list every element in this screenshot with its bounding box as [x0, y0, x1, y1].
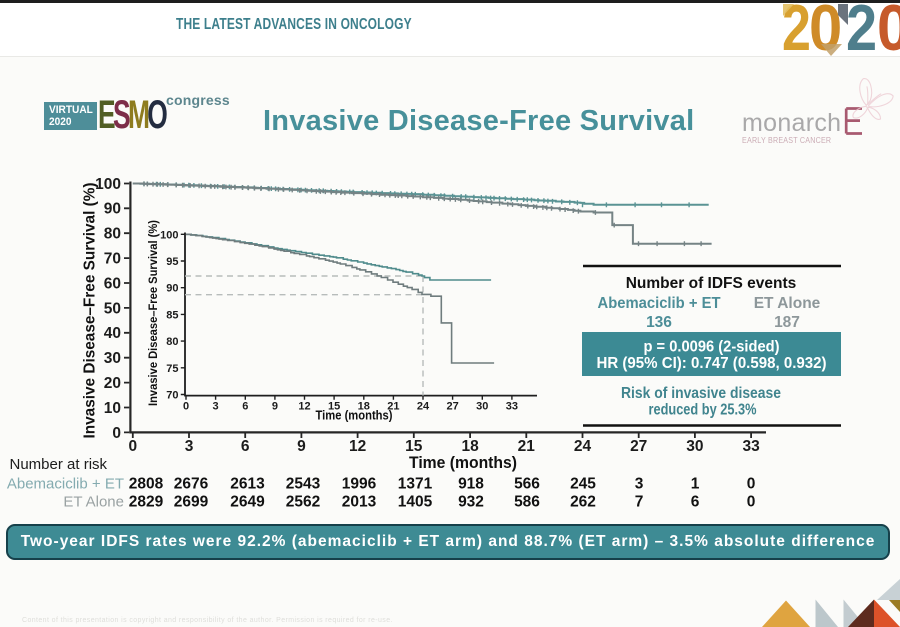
svg-text:9: 9	[297, 438, 306, 455]
svg-text:40: 40	[104, 325, 121, 342]
svg-text:95: 95	[166, 256, 178, 268]
svg-text:33: 33	[742, 438, 760, 455]
svg-text:0: 0	[747, 476, 756, 493]
svg-text:85: 85	[166, 309, 178, 321]
svg-text:6: 6	[241, 438, 250, 455]
svg-text:24: 24	[574, 438, 592, 455]
svg-text:2613: 2613	[230, 476, 265, 493]
svg-text:30: 30	[686, 438, 703, 455]
svg-text:HR (95% CI): 0.747 (0.598, 0.9: HR (95% CI): 0.747 (0.598, 0.932)	[597, 355, 827, 372]
svg-text:90: 90	[166, 283, 178, 295]
svg-text:Time (months): Time (months)	[409, 454, 517, 472]
svg-text:ET Alone: ET Alone	[63, 494, 124, 511]
svg-text:0: 0	[112, 425, 121, 442]
svg-text:2676: 2676	[174, 476, 209, 493]
svg-text:6: 6	[242, 401, 248, 413]
svg-text:Time (months): Time (months)	[316, 408, 393, 423]
svg-text:586: 586	[514, 494, 540, 511]
svg-text:Number of IDFS events: Number of IDFS events	[626, 275, 797, 292]
svg-text:24: 24	[417, 401, 430, 413]
svg-text:9: 9	[272, 401, 278, 413]
svg-text:0: 0	[183, 401, 189, 413]
svg-text:70: 70	[104, 251, 121, 268]
svg-text:1371: 1371	[398, 476, 433, 493]
svg-text:2562: 2562	[286, 494, 320, 511]
svg-text:100: 100	[160, 229, 178, 241]
svg-text:18: 18	[461, 438, 479, 455]
svg-text:6: 6	[691, 494, 700, 511]
svg-text:18: 18	[358, 401, 370, 413]
svg-text:7: 7	[635, 494, 644, 511]
svg-text:10: 10	[104, 400, 121, 417]
svg-text:Risk of invasive disease: Risk of invasive disease	[621, 385, 781, 402]
svg-text:2829: 2829	[129, 494, 164, 511]
svg-text:20: 20	[104, 375, 121, 392]
svg-text:33: 33	[506, 401, 518, 413]
svg-text:Number at risk: Number at risk	[10, 456, 108, 473]
svg-text:30: 30	[476, 401, 488, 413]
svg-text:100: 100	[95, 176, 121, 193]
svg-text:2649: 2649	[230, 494, 265, 511]
svg-text:Abemaciclib + ET: Abemaciclib + ET	[598, 295, 721, 312]
svg-text:reduced by 25.3%: reduced by 25.3%	[649, 402, 757, 419]
svg-text:566: 566	[514, 476, 540, 493]
svg-text:1996: 1996	[342, 476, 377, 493]
svg-text:0: 0	[128, 438, 137, 455]
svg-text:27: 27	[630, 438, 647, 455]
svg-text:Invasive Disease–Free Survival: Invasive Disease–Free Survival (%)	[82, 183, 99, 439]
svg-text:15: 15	[328, 401, 340, 413]
svg-text:75: 75	[166, 363, 178, 375]
svg-text:70: 70	[166, 390, 178, 402]
svg-text:Abemaciclib + ET: Abemaciclib + ET	[7, 476, 124, 493]
svg-text:187: 187	[774, 314, 800, 331]
svg-text:262: 262	[570, 494, 596, 511]
svg-text:2699: 2699	[174, 494, 209, 511]
svg-text:90: 90	[104, 201, 121, 218]
svg-text:12: 12	[349, 438, 366, 455]
svg-text:Invasive Disease–Free Survival: Invasive Disease–Free Survival (%)	[148, 220, 160, 406]
svg-text:0: 0	[747, 494, 756, 511]
svg-text:2808: 2808	[129, 476, 164, 493]
svg-text:2013: 2013	[342, 494, 377, 511]
svg-text:ET Alone: ET Alone	[754, 295, 821, 312]
svg-text:21: 21	[518, 438, 536, 455]
svg-text:2543: 2543	[286, 476, 321, 493]
svg-text:15: 15	[405, 438, 423, 455]
svg-text:136: 136	[646, 314, 672, 331]
svg-text:60: 60	[104, 275, 121, 292]
svg-text:3: 3	[213, 401, 219, 413]
svg-text:30: 30	[104, 350, 121, 367]
svg-text:3: 3	[635, 476, 644, 493]
svg-text:50: 50	[104, 300, 121, 317]
svg-text:1405: 1405	[398, 494, 433, 511]
svg-text:p = 0.0096 (2-sided): p = 0.0096 (2-sided)	[644, 339, 780, 356]
svg-text:918: 918	[458, 476, 484, 493]
svg-text:932: 932	[458, 494, 484, 511]
svg-text:27: 27	[446, 401, 458, 413]
svg-text:21: 21	[387, 401, 399, 413]
svg-text:80: 80	[104, 226, 121, 243]
svg-text:3: 3	[185, 438, 194, 455]
svg-text:245: 245	[570, 476, 596, 493]
svg-text:12: 12	[298, 401, 310, 413]
svg-text:1: 1	[691, 476, 700, 493]
svg-text:80: 80	[166, 336, 178, 348]
